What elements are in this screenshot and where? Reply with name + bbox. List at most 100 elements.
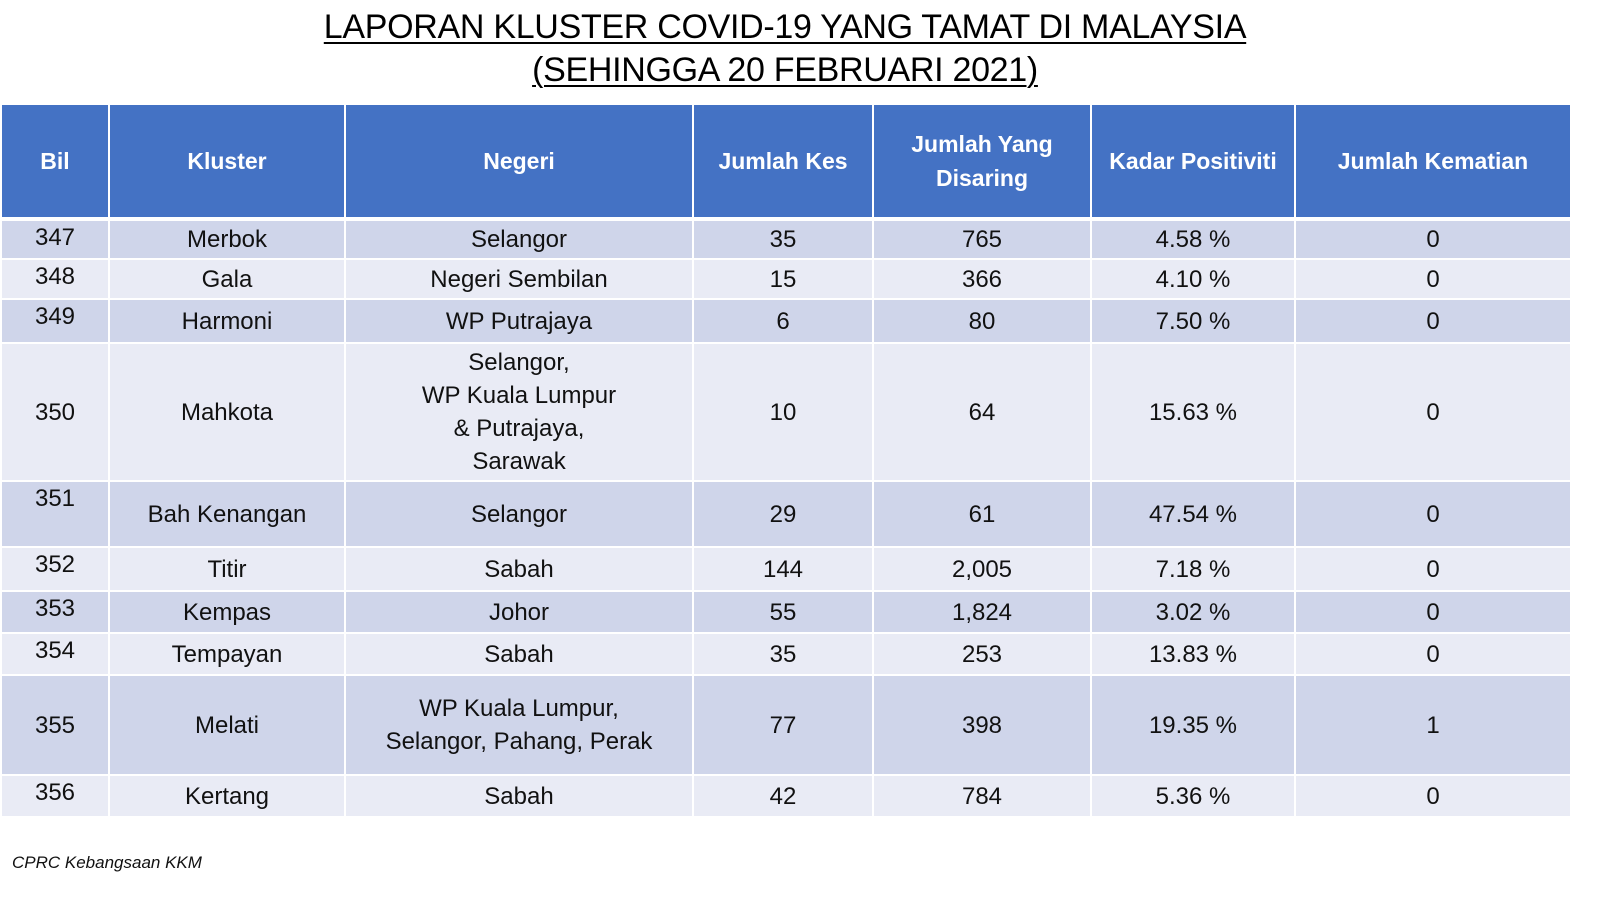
cell-bil: 349 <box>0 298 110 344</box>
cell-jumlah-kes: 35 <box>692 218 874 260</box>
table-header-row: Bil Kluster Negeri Jumlah Kes Jumlah Yan… <box>0 103 1572 221</box>
cell-bil: 351 <box>0 480 110 548</box>
cell-kadar-positiviti: 47.54 % <box>1090 480 1296 548</box>
cell-negeri: Sabah <box>344 546 694 592</box>
table-row: 351 Bah Kenangan Selangor 29 61 47.54 % 0 <box>0 480 1572 548</box>
cell-kluster: Harmoni <box>108 298 346 344</box>
title-line-2: (SEHINGGA 20 FEBRUARI 2021) <box>532 51 1038 89</box>
header-kluster: Kluster <box>108 103 346 221</box>
cell-negeri: WP Kuala Lumpur, Selangor, Pahang, Perak <box>344 674 694 776</box>
negeri-line: Selangor, Pahang, Perak <box>385 728 653 755</box>
header-jumlah-disaring-line2: Disaring <box>935 165 1029 191</box>
cell-kadar-positiviti: 4.58 % <box>1090 218 1296 260</box>
cell-kluster: Mahkota <box>108 342 346 482</box>
cell-jumlah-kes: 77 <box>692 674 874 776</box>
cell-kluster: Kertang <box>108 774 346 818</box>
cell-jumlah-kes: 6 <box>692 298 874 344</box>
cell-negeri: Sabah <box>344 774 694 818</box>
cell-negeri: Selangor <box>344 218 694 260</box>
cell-kadar-positiviti: 13.83 % <box>1090 632 1296 676</box>
source-footer: CPRC Kebangsaan KKM <box>12 853 202 872</box>
cell-bil: 350 <box>0 342 110 482</box>
negeri-line: Sabah <box>484 782 554 810</box>
cell-jumlah-disaring: 80 <box>872 298 1092 344</box>
negeri-line: Negeri Sembilan <box>430 265 608 293</box>
negeri-line: Johor <box>488 598 550 626</box>
cell-jumlah-disaring: 2,005 <box>872 546 1092 592</box>
header-kadar-positiviti: Kadar Positiviti <box>1090 103 1296 221</box>
cell-kadar-positiviti: 19.35 % <box>1090 674 1296 776</box>
cell-jumlah-kes: 55 <box>692 590 874 634</box>
cell-kluster: Merbok <box>108 218 346 260</box>
cell-kadar-positiviti: 7.50 % <box>1090 298 1296 344</box>
negeri-line: & Putrajaya, <box>453 415 585 442</box>
cell-jumlah-kematian: 0 <box>1294 546 1572 592</box>
negeri-line: Sabah <box>484 555 554 583</box>
negeri-line: WP Putrajaya <box>445 307 593 335</box>
negeri-line: Selangor <box>470 226 568 253</box>
cell-bil: 348 <box>0 258 110 300</box>
cell-kluster: Kempas <box>108 590 346 634</box>
table-row: 354 Tempayan Sabah 35 253 13.83 % 0 <box>0 632 1572 676</box>
cell-kluster: Bah Kenangan <box>108 480 346 548</box>
table-row: 352 Titir Sabah 144 2,005 7.18 % 0 <box>0 546 1572 592</box>
table-row: 356 Kertang Sabah 42 784 5.36 % 0 <box>0 774 1572 818</box>
cell-jumlah-kes: 35 <box>692 632 874 676</box>
cell-negeri: Negeri Sembilan <box>344 258 694 300</box>
cell-jumlah-kematian: 0 <box>1294 632 1572 676</box>
cell-bil: 353 <box>0 590 110 634</box>
table-body: 347 Merbok Selangor 35 765 4.58 % 0 348 Gala Nege… <box>0 218 1572 818</box>
cell-jumlah-kes: 10 <box>692 342 874 482</box>
negeri-line: Sarawak <box>472 448 566 475</box>
table-row: 349 Harmoni WP Putrajaya 6 80 7.50 % 0 <box>0 298 1572 344</box>
cell-kadar-positiviti: 3.02 % <box>1090 590 1296 634</box>
cell-bil: 347 <box>0 218 110 260</box>
cell-negeri: Johor <box>344 590 694 634</box>
title-line-1: LAPORAN KLUSTER COVID-19 YANG TAMAT DI M… <box>323 8 1247 46</box>
cell-bil: 352 <box>0 546 110 592</box>
table-row: 355 Melati WP Kuala Lumpur, Selangor, Pahan… <box>0 674 1572 776</box>
cell-kadar-positiviti: 7.18 % <box>1090 546 1296 592</box>
cell-jumlah-kematian: 0 <box>1294 298 1572 344</box>
cell-jumlah-disaring: 765 <box>872 218 1092 260</box>
cell-jumlah-kes: 144 <box>692 546 874 592</box>
negeri-line: Selangor, <box>468 349 570 376</box>
cell-kadar-positiviti: 5.36 % <box>1090 774 1296 818</box>
cell-kluster: Tempayan <box>108 632 346 676</box>
table-row: 350 Mahkota Selangor, WP Kuala Lumpur & Putr… <box>0 342 1572 482</box>
cell-jumlah-disaring: 253 <box>872 632 1092 676</box>
cell-jumlah-disaring: 366 <box>872 258 1092 300</box>
cell-negeri: Selangor, WP Kuala Lumpur & Putrajaya, Sara… <box>344 342 694 482</box>
cell-jumlah-kes: 29 <box>692 480 874 548</box>
cell-jumlah-kematian: 1 <box>1294 674 1572 776</box>
header-jumlah-disaring-line1: Jumlah Yang <box>911 131 1053 157</box>
negeri-line: Sabah <box>484 640 554 668</box>
cluster-table: Bil Kluster Negeri Jumlah Kes Jumlah Yan… <box>0 103 1572 818</box>
header-jumlah-kematian: Jumlah Kematian <box>1294 103 1572 221</box>
cell-jumlah-disaring: 64 <box>872 342 1092 482</box>
negeri-line: WP Kuala Lumpur, <box>419 695 619 722</box>
cell-jumlah-disaring: 61 <box>872 480 1092 548</box>
table-row: 347 Merbok Selangor 35 765 4.58 % 0 <box>0 218 1572 260</box>
cell-jumlah-disaring: 398 <box>872 674 1092 776</box>
cell-bil: 355 <box>0 674 110 776</box>
cell-negeri: Sabah <box>344 632 694 676</box>
header-jumlah-kes: Jumlah Kes <box>692 103 874 221</box>
table-row: 348 Gala Negeri Sembilan 15 366 4.10 % 0 <box>0 258 1572 300</box>
cell-negeri: WP Putrajaya <box>344 298 694 344</box>
cell-jumlah-kematian: 0 <box>1294 590 1572 634</box>
cell-kluster: Melati <box>108 674 346 776</box>
header-bil: Bil <box>0 103 110 221</box>
cell-jumlah-disaring: 1,824 <box>872 590 1092 634</box>
negeri-line: Selangor <box>470 500 568 528</box>
header-jumlah-disaring: Jumlah Yang Disaring <box>872 103 1092 221</box>
cell-jumlah-kematian: 0 <box>1294 342 1572 482</box>
report-title: LAPORAN KLUSTER COVID-19 YANG TAMAT DI M… <box>0 6 1570 92</box>
header-negeri: Negeri <box>344 103 694 221</box>
negeri-line: WP Kuala Lumpur <box>421 382 617 409</box>
cell-bil: 354 <box>0 632 110 676</box>
cell-kadar-positiviti: 15.63 % <box>1090 342 1296 482</box>
cell-negeri: Selangor <box>344 480 694 548</box>
cell-jumlah-kes: 42 <box>692 774 874 818</box>
cell-jumlah-kematian: 0 <box>1294 258 1572 300</box>
